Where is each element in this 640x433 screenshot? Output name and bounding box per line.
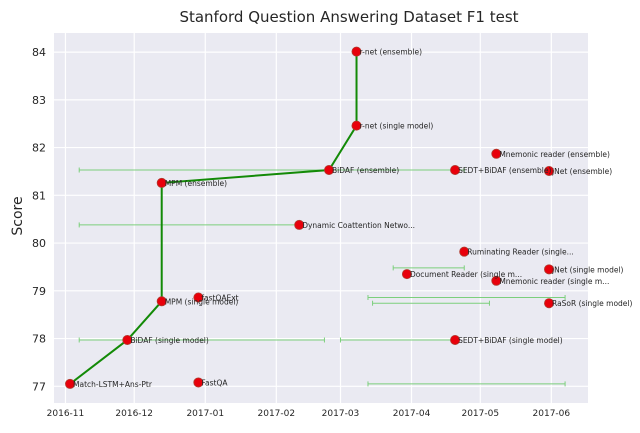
x-tick-label: 2017-03 [322,409,360,419]
data-point [544,165,555,176]
data-point [401,269,412,280]
data-point [544,298,555,309]
point-labels: Match-LSTM+Ans-Ptr BiDAF (single model) MP… [73,48,632,389]
error-bars [78,167,566,387]
data-point [491,275,502,286]
data-point [450,334,461,345]
y-tick-label: 84 [32,46,46,59]
data-point [324,165,335,176]
point-label: RaSoR (single model) [552,299,632,308]
y-tick-label: 79 [32,285,46,298]
y-tick-label: 77 [32,380,46,393]
point-label: Match-LSTM+Ans-Ptr [73,380,153,389]
data-point [294,219,305,230]
data-point [351,46,362,57]
data-point [193,377,204,388]
y-tick-label: 81 [32,189,46,202]
point-label: fastQAExt [201,293,238,302]
data-point [65,378,76,389]
error-bar [372,300,490,306]
error-bar [367,381,566,387]
grid-lines [54,33,588,403]
y-tick-label: 82 [32,142,46,155]
point-label: Dynamic Coattention Netwo... [302,221,415,230]
data-point [122,334,133,345]
data-point [193,292,204,303]
x-axis-ticks: 2016-11 2016-12 2017-01 2017-02 2017-03 2017-… [47,409,571,419]
plot-area [54,33,588,403]
point-label: SEDT+BiDAF (single model) [458,336,563,345]
data-point [156,177,167,188]
y-axis-ticks: 77 78 79 80 81 82 83 84 [32,46,46,393]
point-label: r-net (ensemble) [360,48,423,57]
x-tick-label: 2016-12 [115,409,153,419]
point-label: jNet (single model) [551,265,623,274]
data-point [351,120,362,131]
y-tick-label: 78 [32,333,46,346]
point-label: Ruminating Reader (single... [467,248,574,257]
x-tick-label: 2017-04 [393,409,431,419]
y-axis-label: Score [10,196,26,235]
point-label: MPM (single model) [165,297,239,306]
point-label: BiDAF (ensemble) [332,166,399,175]
y-tick-label: 80 [32,237,46,250]
point-label: MPM (ensemble) [165,179,227,188]
chart-title: Stanford Question Answering Dataset F1 t… [179,8,518,26]
point-label: Mnemonic reader (ensemble) [499,150,610,159]
data-point [156,296,167,307]
point-label: Document Reader (single m... [410,270,522,279]
point-label: BiDAF (single model) [130,336,209,345]
x-tick-label: 2017-05 [461,409,499,419]
x-tick-label: 2016-11 [47,409,85,419]
point-label: jNet (ensemble) [551,167,612,176]
data-point [450,165,461,176]
error-bar [392,265,465,271]
error-bar [78,337,325,343]
x-tick-label: 2017-01 [186,409,224,419]
data-points [65,46,555,389]
point-label: FastQA [201,378,228,387]
data-point [544,264,555,275]
x-tick-label: 2017-02 [258,409,296,419]
x-tick-label: 2017-06 [533,409,571,419]
point-label: r-net (single model) [360,122,434,131]
error-bar [78,167,465,173]
point-label: Mnemonic reader (single m... [499,277,609,286]
point-label: SEDT+BiDAF (ensemble) [458,166,551,175]
data-point [459,246,470,257]
error-bar [367,294,566,300]
y-tick-label: 83 [32,94,46,107]
data-point [491,148,502,159]
